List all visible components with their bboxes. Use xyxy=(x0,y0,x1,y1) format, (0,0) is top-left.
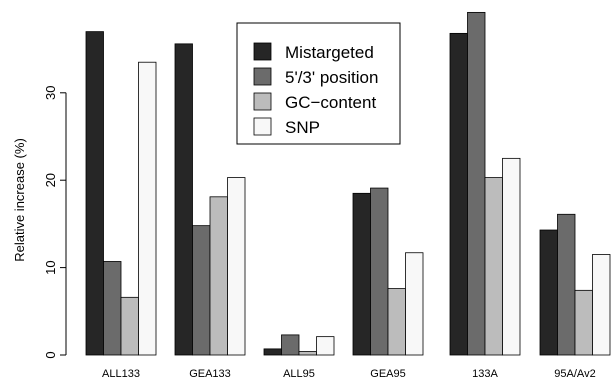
bar xyxy=(103,261,122,356)
category-label: ALL95 xyxy=(283,368,315,380)
legend-label: Mistargeted xyxy=(285,43,374,62)
bar xyxy=(370,187,389,356)
bar xyxy=(281,334,300,356)
bar-group xyxy=(85,31,157,356)
bar xyxy=(502,157,521,356)
bar xyxy=(574,289,593,356)
bar xyxy=(539,229,558,356)
bar xyxy=(352,192,371,356)
bar xyxy=(557,213,576,356)
legend-label: 5'/3' position xyxy=(285,68,378,87)
y-tick-label: 0 xyxy=(43,351,58,358)
category-label: GEA133 xyxy=(189,368,231,380)
category-label: 133A xyxy=(472,368,498,380)
bar xyxy=(120,296,139,356)
legend-label: GC−content xyxy=(285,93,376,112)
category-labels: ALL133 GEA133 ALL95 GEA95 133A 95A/Av2 xyxy=(102,368,596,380)
bar-group xyxy=(449,11,521,356)
bar xyxy=(484,177,503,356)
bar-group xyxy=(539,213,611,356)
category-label: ALL133 xyxy=(102,368,140,380)
bar xyxy=(592,254,611,356)
bar-group xyxy=(352,187,424,356)
bar xyxy=(174,43,193,356)
bar xyxy=(467,11,486,356)
legend-swatch xyxy=(253,92,272,111)
y-axis-title: Relative increase (%) xyxy=(12,138,27,262)
bar xyxy=(263,348,282,356)
y-tick-label: 30 xyxy=(43,86,58,100)
bar xyxy=(387,288,406,356)
legend: Mistargeted 5'/3' position GC−content SNP xyxy=(236,22,401,145)
bar xyxy=(209,196,228,356)
bar xyxy=(227,177,246,356)
bar xyxy=(316,336,335,356)
y-tick-label: 10 xyxy=(43,260,58,274)
legend-label: SNP xyxy=(285,118,320,137)
y-axis: 0 10 20 30 xyxy=(43,86,67,359)
bar-group xyxy=(263,334,335,356)
bar xyxy=(298,351,317,356)
category-label: GEA95 xyxy=(370,368,405,380)
legend-swatch xyxy=(253,117,272,136)
category-label: 95A/Av2 xyxy=(554,368,595,380)
bar xyxy=(449,32,468,356)
y-tick-label: 20 xyxy=(43,173,58,187)
legend-swatch xyxy=(253,67,272,86)
bar xyxy=(138,61,157,356)
bar-group xyxy=(174,43,246,356)
bar xyxy=(192,225,211,356)
bar xyxy=(405,252,424,356)
bars xyxy=(85,11,611,356)
legend-swatch xyxy=(253,42,272,61)
bar xyxy=(85,31,104,356)
